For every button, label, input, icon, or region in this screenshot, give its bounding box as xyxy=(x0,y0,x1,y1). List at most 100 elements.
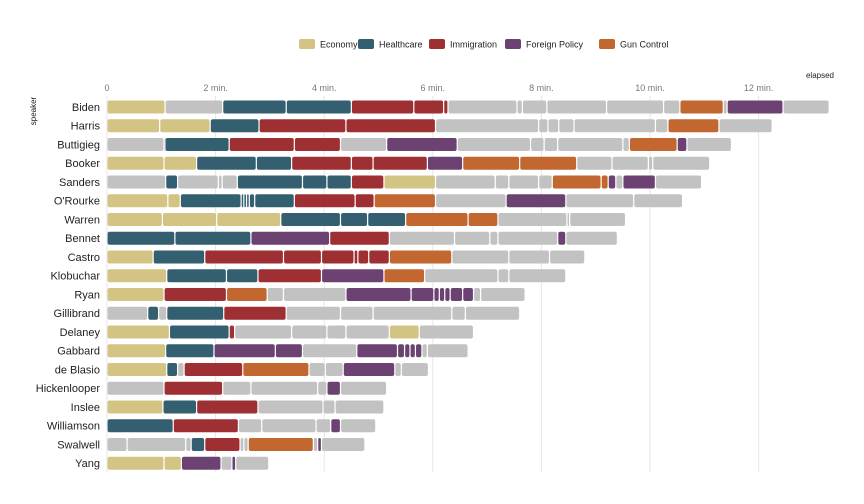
segment-healthcare xyxy=(247,194,249,208)
segment-economy xyxy=(107,400,163,414)
segment-economy xyxy=(107,250,153,264)
segment-gun-control xyxy=(520,156,577,170)
segment-foreign-policy xyxy=(343,363,395,376)
segment-other xyxy=(303,344,357,358)
speaker-label: Biden xyxy=(72,102,100,114)
segment-other xyxy=(612,156,648,170)
segment-other xyxy=(539,175,552,189)
segment-other xyxy=(498,269,509,283)
segment-foreign-policy xyxy=(398,344,404,358)
segment-foreign-policy xyxy=(439,288,445,301)
segment-immigration xyxy=(284,250,321,264)
segment-immigration xyxy=(351,175,384,189)
segment-immigration xyxy=(292,156,351,170)
speaker-row-castro: Castro xyxy=(68,250,585,264)
segment-other xyxy=(548,119,559,133)
segment-other xyxy=(616,175,623,189)
speaker-row-williamson: Williamson xyxy=(47,419,376,433)
legend-label-healthcare: Healthcare xyxy=(379,40,423,50)
segment-immigration xyxy=(322,250,354,264)
segment-other xyxy=(653,156,710,170)
x-tick-label: 6 min. xyxy=(421,83,446,93)
speaker-label: Gabbard xyxy=(57,346,100,358)
segment-immigration xyxy=(197,400,258,414)
segment-other xyxy=(335,400,384,414)
segment-other xyxy=(481,288,525,301)
segment-economy xyxy=(107,100,165,114)
segment-other xyxy=(465,306,520,320)
legend-swatch-healthcare xyxy=(358,39,374,49)
speaker-label: Williamson xyxy=(47,421,100,433)
speaker-label: Buttigieg xyxy=(57,139,100,151)
segment-immigration xyxy=(258,269,321,283)
segment-foreign-policy xyxy=(677,138,687,151)
speaker-row-gillibrand: Gillibrand xyxy=(54,306,520,320)
segment-other xyxy=(452,306,465,320)
segment-other xyxy=(719,119,772,133)
segment-other xyxy=(474,288,480,301)
segment-other xyxy=(498,213,567,226)
segment-immigration xyxy=(224,306,286,320)
segment-immigration xyxy=(414,100,444,114)
segment-foreign-policy xyxy=(232,456,236,470)
segment-other xyxy=(566,194,634,208)
segment-economy xyxy=(107,344,166,358)
legend-label-gun-control: Gun Control xyxy=(620,40,669,50)
segment-other xyxy=(559,119,574,133)
segment-other xyxy=(221,456,232,470)
segment-other xyxy=(457,138,530,151)
speaker-row-bennet: Bennet xyxy=(65,231,617,245)
legend-label-foreign-policy: Foreign Policy xyxy=(526,40,584,50)
segment-gun-control xyxy=(248,438,313,451)
segment-other xyxy=(258,400,323,414)
segment-other xyxy=(490,231,498,245)
segment-immigration xyxy=(173,419,238,433)
x-grid xyxy=(106,96,760,472)
segment-other xyxy=(623,138,629,151)
legend-label-economy: Economy xyxy=(320,40,358,50)
segment-healthcare xyxy=(255,194,294,208)
segment-gun-control xyxy=(406,213,468,226)
segment-economy xyxy=(107,194,168,208)
segment-gun-control xyxy=(389,250,452,264)
x-axis-ticks: 0 2 min. 4 min. 6 min. 8 min. 10 min. 12 min. xyxy=(104,83,773,93)
speaker-row-gabbard: Gabbard xyxy=(57,344,468,358)
segment-healthcare xyxy=(107,419,173,433)
speaker-row-warren: Warren xyxy=(64,213,625,226)
speaker-label: Warren xyxy=(64,214,100,226)
segment-other xyxy=(634,194,682,208)
segment-healthcare xyxy=(249,194,255,208)
speaker-label: Inslee xyxy=(71,402,100,414)
x-tick-label: 2 min. xyxy=(203,83,228,93)
segment-other xyxy=(517,100,522,114)
segment-economy xyxy=(164,456,181,470)
speaker-label: Yang xyxy=(75,458,100,470)
segment-other xyxy=(401,363,428,376)
speaker-row-ryan: Ryan xyxy=(74,288,525,301)
segment-economy xyxy=(107,325,169,339)
segment-foreign-policy xyxy=(214,344,275,358)
segment-other xyxy=(723,100,727,114)
segment-other xyxy=(570,213,625,226)
legend-item-immigration: Immigration xyxy=(429,39,497,50)
segment-gun-control xyxy=(227,288,267,301)
segment-other xyxy=(107,138,164,151)
segment-foreign-policy xyxy=(445,288,450,301)
segment-other xyxy=(436,119,539,133)
segment-other xyxy=(550,250,585,264)
segment-healthcare xyxy=(153,250,205,264)
segment-other xyxy=(222,175,237,189)
segment-healthcare xyxy=(180,194,241,208)
segment-healthcare xyxy=(244,194,246,208)
segment-other xyxy=(164,138,166,151)
speaker-row-biden: Biden xyxy=(72,100,829,114)
segment-foreign-policy xyxy=(416,344,422,358)
segment-healthcare xyxy=(167,269,226,283)
segment-economy xyxy=(162,213,217,226)
segment-foreign-policy xyxy=(405,344,410,358)
segment-immigration xyxy=(259,119,346,133)
segment-other xyxy=(284,288,346,301)
segment-other xyxy=(178,363,184,376)
segment-healthcare xyxy=(166,344,214,358)
